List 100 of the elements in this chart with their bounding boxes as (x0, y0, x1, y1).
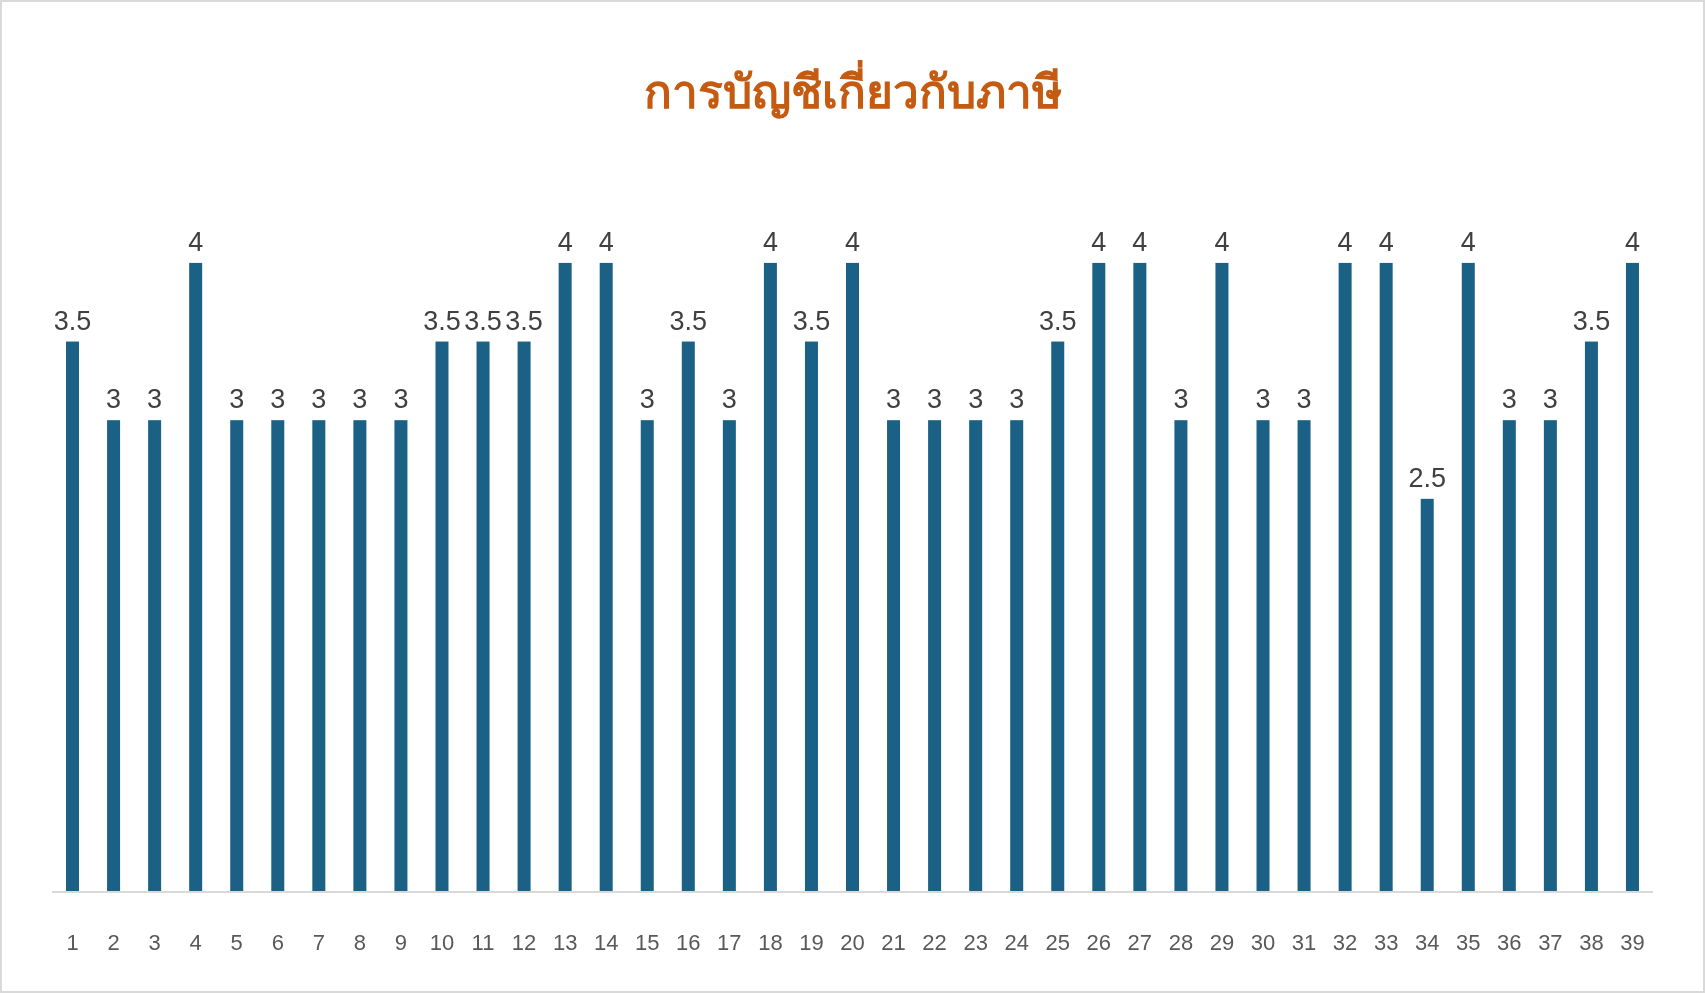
x-tick-label: 37 (1538, 930, 1563, 955)
data-label: 3.5 (792, 305, 831, 336)
bar (476, 341, 490, 892)
x-tick-label: 22 (922, 930, 947, 955)
data-label: 3.5 (1038, 305, 1077, 336)
bar (640, 420, 654, 892)
bar (681, 341, 695, 892)
x-tick-label: 5 (230, 930, 243, 955)
bar (599, 262, 613, 892)
bar (517, 341, 531, 892)
data-label: 4 (1460, 226, 1476, 257)
bar (148, 420, 162, 892)
bar (271, 420, 285, 892)
data-label: 3 (1009, 384, 1025, 415)
x-tick-label: 33 (1373, 930, 1399, 955)
x-tick-label: 36 (1497, 930, 1522, 955)
x-tick-label: 16 (676, 930, 701, 955)
bar (928, 420, 942, 892)
bar (722, 420, 736, 892)
bar (353, 420, 367, 892)
data-label: 3 (886, 384, 902, 415)
x-tick-label: 34 (1414, 930, 1440, 955)
x-tick-label: 25 (1045, 930, 1070, 955)
data-label: 4 (188, 226, 204, 257)
data-label: 4 (598, 226, 614, 257)
bar (1502, 420, 1516, 892)
bar (1215, 262, 1229, 892)
x-tick-label: 27 (1127, 930, 1153, 955)
bar (1010, 420, 1024, 892)
data-label: 3 (229, 384, 245, 415)
bar (969, 420, 983, 892)
bar (763, 262, 777, 892)
data-label: 3 (639, 384, 655, 415)
x-tick-label: 39 (1620, 930, 1645, 955)
x-tick-label: 10 (429, 930, 455, 955)
x-tick-label: 28 (1168, 930, 1194, 955)
x-tick-label: 4 (189, 930, 202, 955)
x-tick-label: 3 (148, 930, 161, 955)
bar (1543, 420, 1557, 892)
bar (1625, 262, 1639, 892)
data-label: 4 (1091, 226, 1107, 257)
x-tick-label: 29 (1209, 930, 1235, 955)
x-tick-label: 26 (1086, 930, 1112, 955)
x-tick-label: 12 (511, 930, 537, 955)
data-label: 3 (352, 384, 368, 415)
x-tick-label: 1 (66, 930, 79, 955)
x-tick-label: 13 (552, 930, 578, 955)
x-tick-label: 14 (593, 930, 619, 955)
data-label: 4 (1214, 226, 1230, 257)
bar (1051, 341, 1065, 892)
x-tick-label: 23 (963, 930, 988, 955)
x-tick-label: 6 (271, 930, 284, 955)
data-label: 3 (1501, 384, 1517, 415)
data-label: 3.5 (505, 305, 543, 336)
bar (394, 420, 408, 892)
data-label: 3 (270, 384, 286, 415)
data-label: 3.5 (53, 305, 92, 336)
bar (887, 420, 901, 892)
x-tick-label: 19 (799, 930, 824, 955)
x-tick-label: 30 (1250, 930, 1276, 955)
bar (230, 420, 244, 892)
data-label: 4 (844, 226, 861, 257)
data-label: 4 (1378, 226, 1394, 257)
data-label: 3 (147, 384, 163, 415)
bar (846, 262, 859, 892)
data-label: 4 (1337, 226, 1353, 257)
bar (189, 262, 203, 892)
data-label: 4 (762, 226, 778, 257)
data-label: 3 (1255, 384, 1271, 415)
x-tick-label: 7 (312, 930, 325, 955)
x-tick-label: 17 (717, 930, 742, 955)
data-label: 3.5 (1572, 305, 1611, 336)
bar (1174, 420, 1188, 892)
bar (804, 341, 818, 892)
x-tick-label: 15 (635, 930, 660, 955)
data-label: 4 (1132, 226, 1148, 257)
chart-title: การบัญชีเกี่ยวกับภาษี (643, 60, 1062, 119)
data-label: 2.5 (1408, 462, 1446, 493)
data-label: 3.5 (669, 305, 708, 336)
x-tick-label: 18 (758, 930, 783, 955)
x-tick-label: 11 (471, 930, 495, 955)
bar (1420, 498, 1434, 892)
data-label: 3 (1542, 384, 1558, 415)
data-label: 3.5 (423, 305, 461, 336)
x-tick-label: 35 (1456, 930, 1481, 955)
data-label: 3 (721, 384, 737, 415)
bar (66, 341, 80, 892)
bar (558, 262, 572, 892)
bar (435, 341, 449, 892)
data-label: 3 (927, 384, 943, 415)
x-tick-label: 21 (881, 930, 906, 955)
x-tick-label: 9 (394, 930, 408, 955)
x-tick-label: 31 (1291, 930, 1317, 955)
data-label: 3.5 (464, 305, 502, 336)
data-label: 3 (106, 384, 122, 415)
x-tick-label: 24 (1004, 930, 1029, 955)
data-label: 4 (1624, 226, 1640, 257)
data-label: 3 (393, 384, 409, 415)
bar (312, 420, 326, 892)
x-tick-label: 2 (107, 930, 120, 955)
